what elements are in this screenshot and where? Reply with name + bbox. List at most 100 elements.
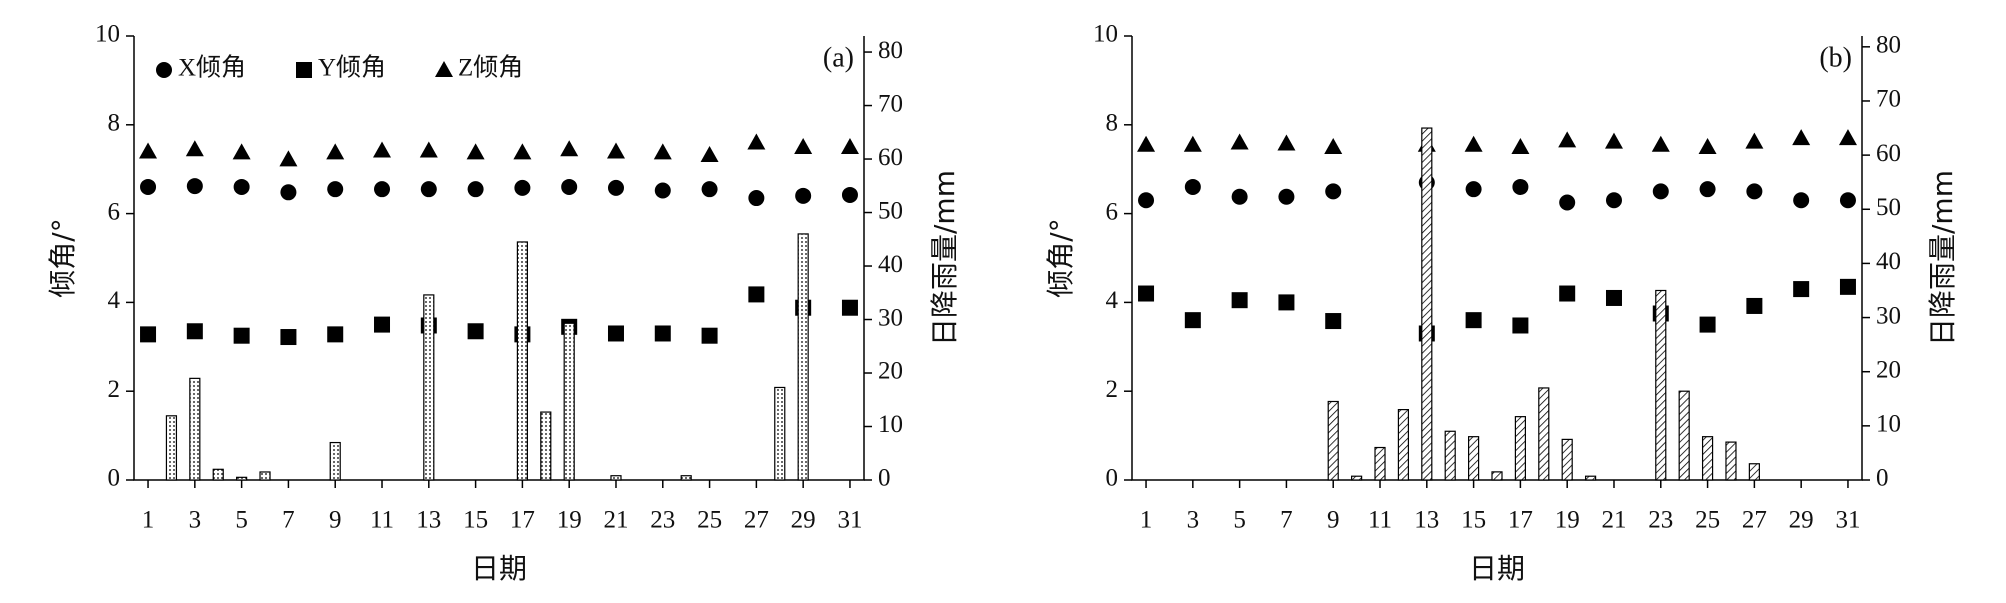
x-axis-label: 日期: [471, 552, 527, 585]
point: [327, 181, 344, 198]
rain-bar: [1748, 463, 1760, 481]
point: [280, 184, 297, 201]
y2-tick-label: 20: [1876, 356, 1901, 383]
x-tick-label: 21: [1601, 507, 1626, 534]
point: [1277, 134, 1296, 151]
x-tick-label: 23: [1648, 507, 1673, 534]
point: [1604, 132, 1623, 149]
rain-bar: [1351, 475, 1363, 481]
rain-bar: [1701, 436, 1714, 481]
y-tick-label: 0: [1106, 465, 1119, 492]
y2-tick-label: 0: [1876, 465, 1889, 492]
y2-tick-label: 50: [1876, 194, 1901, 221]
legend-label: X倾角: [178, 54, 246, 82]
point: [606, 142, 625, 159]
point: [280, 329, 297, 346]
point: [1325, 183, 1342, 200]
point: [1512, 317, 1529, 334]
point: [748, 190, 765, 207]
x-axis-label: 日期: [1469, 552, 1525, 585]
x-tick-label: 23: [650, 507, 675, 534]
point: [186, 323, 203, 340]
point: [232, 143, 251, 160]
rain-bar: [1655, 289, 1667, 481]
x-tick-label: 15: [1461, 507, 1486, 534]
point: [1184, 312, 1201, 329]
x-tick-label: 31: [1835, 507, 1860, 534]
point: [1465, 312, 1482, 329]
point: [326, 143, 345, 160]
y2-tick-label: 0: [878, 465, 891, 492]
legend-label: Z倾角: [458, 54, 523, 82]
x-tick-label: 17: [1508, 507, 1533, 534]
point: [1325, 313, 1342, 330]
y2-tick-label: 70: [878, 90, 903, 117]
point: [1184, 178, 1201, 195]
rain-bar: [1421, 127, 1433, 481]
point: [607, 179, 624, 196]
point: [233, 178, 250, 195]
y2-tick-label: 60: [878, 144, 903, 171]
panel-label: (a): [823, 42, 854, 73]
y-axis-label: 倾角/°: [46, 218, 79, 297]
point: [420, 181, 437, 198]
y-tick-label: 4: [1106, 287, 1119, 314]
rain-bar: [1327, 400, 1339, 481]
rain-bar: [563, 322, 575, 481]
y2-tick-label: 40: [878, 251, 903, 278]
point: [1231, 292, 1248, 309]
point: [1839, 192, 1856, 209]
y2-tick-label: 30: [1876, 302, 1901, 329]
x-tick-label: 13: [1414, 507, 1439, 534]
rain-bar: [774, 386, 786, 481]
legend-marker: [156, 62, 172, 78]
y-tick-label: 0: [108, 465, 121, 492]
x-tick-label: 5: [235, 507, 248, 534]
point: [1512, 178, 1529, 195]
rain-bar: [1725, 441, 1737, 481]
rain-bar: [1514, 416, 1526, 481]
point: [1792, 129, 1811, 146]
point: [1558, 131, 1577, 148]
x-tick-label: 11: [1368, 507, 1392, 534]
y-tick-label: 10: [95, 21, 120, 48]
point: [794, 138, 813, 154]
point: [1605, 192, 1622, 209]
point: [748, 286, 765, 303]
x-tick-label: 31: [837, 507, 862, 534]
point: [1230, 133, 1249, 150]
rain-bar: [1444, 430, 1456, 481]
legend-marker: [296, 62, 312, 78]
rain-bar: [236, 476, 248, 481]
point: [1231, 188, 1248, 205]
rain-bar: [516, 241, 528, 481]
x-tick-label: 9: [1327, 507, 1340, 534]
point: [1838, 129, 1857, 146]
y2-tick-label: 80: [1876, 32, 1901, 59]
y2-tick-label: 80: [878, 37, 903, 64]
y2-tick-label: 70: [1876, 86, 1901, 113]
y2-axis-label: 日降雨量/mm: [928, 170, 961, 346]
rain-bar: [212, 468, 224, 481]
y-tick-label: 4: [108, 287, 121, 314]
x-tick-label: 3: [1187, 507, 1200, 534]
point: [1559, 285, 1576, 302]
x-tick-label: 27: [1742, 507, 1767, 534]
point: [1464, 135, 1483, 152]
y2-tick-label: 30: [878, 304, 903, 331]
axes: [1131, 36, 1863, 481]
point: [1745, 132, 1764, 149]
point: [373, 141, 392, 158]
y-tick-label: 8: [1106, 110, 1119, 137]
point: [1605, 289, 1622, 306]
point: [654, 182, 671, 199]
point: [467, 323, 484, 340]
point: [1138, 192, 1155, 209]
point: [607, 325, 624, 342]
y2-tick-label: 40: [1876, 248, 1901, 275]
point: [185, 140, 204, 157]
panel-label: (b): [1819, 42, 1852, 73]
x-tick-label: 1: [142, 507, 155, 534]
y-tick-label: 2: [1106, 376, 1119, 403]
